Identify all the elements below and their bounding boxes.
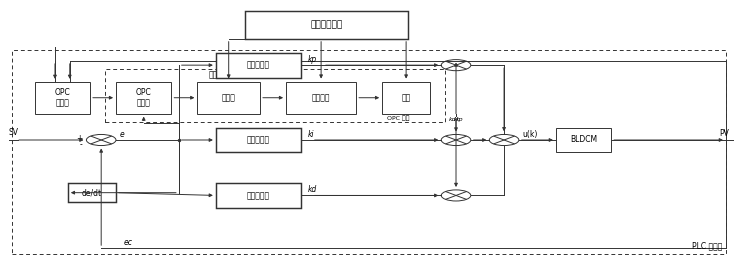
FancyBboxPatch shape [246, 11, 408, 39]
Text: ec: ec [123, 238, 132, 247]
FancyBboxPatch shape [216, 183, 301, 208]
Text: SV: SV [9, 128, 19, 137]
Text: PV: PV [720, 129, 729, 138]
Text: kp: kp [308, 55, 318, 64]
FancyBboxPatch shape [68, 183, 116, 202]
FancyBboxPatch shape [556, 127, 611, 153]
Text: 模糊控制规则: 模糊控制规则 [310, 20, 343, 29]
Text: 定义: 定义 [401, 93, 411, 102]
FancyBboxPatch shape [286, 82, 356, 114]
Text: kp: kp [456, 117, 464, 122]
Text: kd: kd [308, 185, 318, 194]
Text: 模糊推理: 模糊推理 [312, 93, 330, 102]
Text: 模糊化: 模糊化 [222, 93, 236, 102]
Text: ki: ki [308, 130, 315, 139]
Text: OPC
客户端: OPC 客户端 [136, 88, 151, 108]
Text: +: + [76, 134, 82, 143]
Text: 微分控制器: 微分控制器 [246, 191, 270, 200]
Text: u(k): u(k) [522, 130, 538, 139]
Text: 上位机: 上位机 [209, 71, 223, 80]
Text: BLDCM: BLDCM [570, 136, 597, 144]
Text: ki: ki [453, 117, 459, 122]
FancyBboxPatch shape [197, 82, 260, 114]
Text: e: e [119, 130, 125, 139]
FancyBboxPatch shape [382, 82, 430, 114]
Text: 积分控制器: 积分控制器 [246, 136, 270, 144]
FancyBboxPatch shape [35, 82, 90, 114]
FancyBboxPatch shape [216, 53, 301, 78]
Text: -: - [80, 140, 82, 149]
Text: OPC 通信: OPC 通信 [387, 115, 410, 121]
Text: kd: kd [448, 117, 456, 122]
Text: de/dt: de/dt [82, 188, 102, 197]
FancyBboxPatch shape [216, 127, 301, 153]
FancyBboxPatch shape [116, 82, 171, 114]
Text: OPC
服务器: OPC 服务器 [54, 88, 70, 108]
Text: 比例控制器: 比例控制器 [246, 61, 270, 70]
Text: PLC 控制器: PLC 控制器 [692, 241, 722, 250]
